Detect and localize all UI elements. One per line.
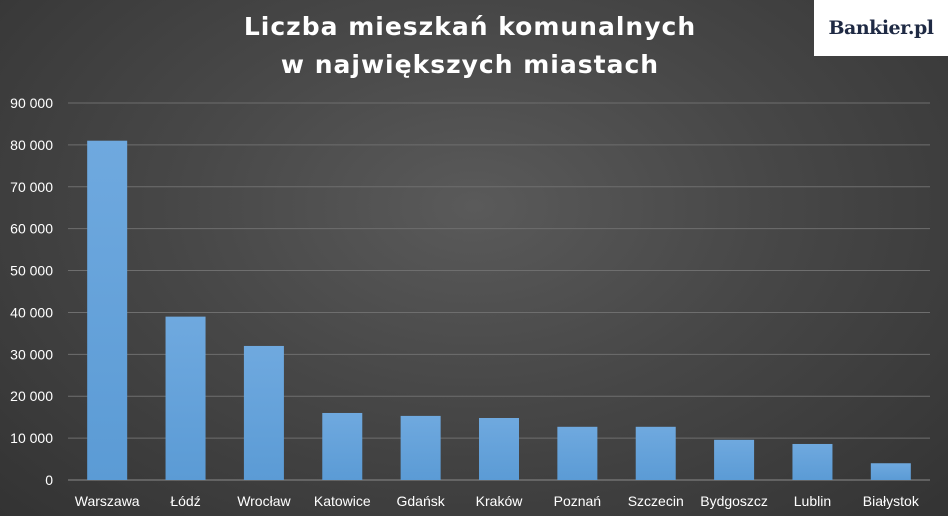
y-tick-label: 10 000: [10, 430, 53, 446]
x-tick-label: Bydgoszcz: [700, 493, 768, 509]
x-tick-label: Wrocław: [237, 493, 291, 509]
x-tick-label: Poznań: [554, 493, 601, 509]
y-tick-label: 0: [45, 472, 53, 488]
x-tick-label: Lublin: [794, 493, 831, 509]
x-tick-label: Gdańsk: [397, 493, 446, 509]
y-tick-label: 40 000: [10, 304, 53, 320]
y-tick-label: 60 000: [10, 221, 53, 237]
bar: [792, 443, 833, 480]
bar: [400, 415, 441, 480]
y-tick-label: 50 000: [10, 263, 53, 279]
y-tick-label: 80 000: [10, 137, 53, 153]
chart-title-line-2: w największych miastach: [280, 50, 660, 79]
x-tick-label: Warszawa: [75, 493, 140, 509]
y-tick-label: 70 000: [10, 179, 53, 195]
bankier-logo: Bankier.pl: [814, 0, 948, 56]
bar: [479, 418, 519, 480]
x-tick-label: Kraków: [476, 493, 524, 509]
bar: [322, 412, 363, 480]
bankier-logo-text: Bankier.pl: [828, 17, 934, 39]
x-tick-label: Katowice: [314, 493, 371, 509]
y-tick-label: 90 000: [10, 95, 53, 111]
bar: [870, 463, 911, 480]
y-tick-label: 20 000: [10, 388, 53, 404]
chart-title-line-1: Liczba mieszkań komunalnych: [243, 12, 697, 41]
x-tick-label: Łódź: [170, 493, 200, 509]
bar: [165, 316, 206, 480]
y-tick-label: 30 000: [10, 346, 53, 362]
bar: [557, 426, 598, 480]
bar: [243, 345, 284, 480]
bar: [87, 140, 128, 480]
bar: [635, 426, 676, 480]
x-tick-label: Białystok: [863, 493, 920, 509]
chart-title: Liczba mieszkań komunalnych w największy…: [150, 8, 790, 84]
x-tick-label: Szczecin: [628, 493, 684, 509]
bar: [714, 439, 755, 480]
